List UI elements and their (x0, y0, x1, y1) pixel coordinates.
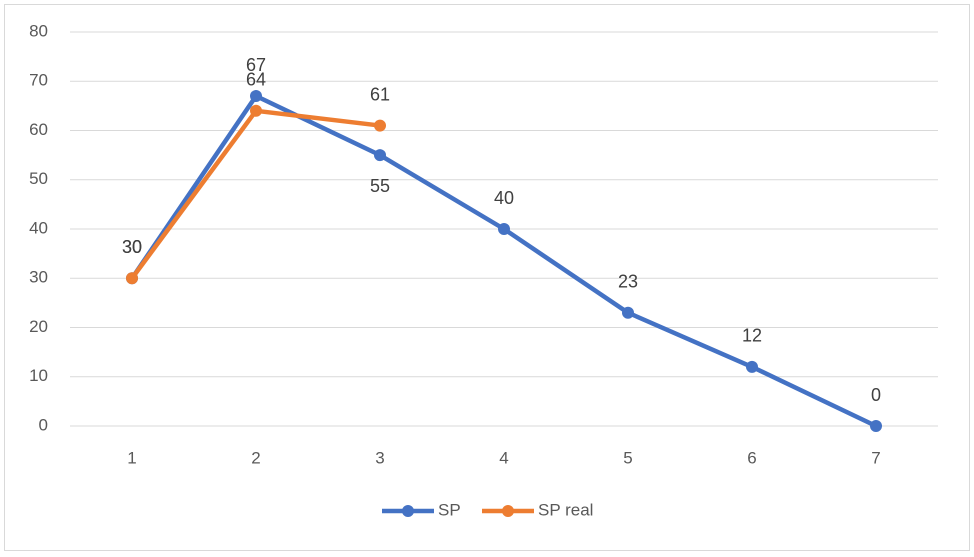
data-label: 64 (246, 70, 266, 90)
data-label: 30 (122, 237, 142, 257)
data-label: 67 (246, 55, 266, 75)
y-tick-label: 30 (29, 268, 48, 287)
data-point (374, 149, 386, 162)
data-label: 0 (871, 385, 881, 405)
data-point (374, 119, 386, 132)
data-point (126, 272, 138, 285)
data-point (622, 306, 634, 319)
data-label: 23 (618, 271, 638, 291)
y-tick-label: 10 (29, 366, 48, 385)
data-label: 30 (122, 237, 142, 257)
legend-label: SP real (538, 500, 593, 519)
legend-marker (502, 505, 514, 517)
data-label: 12 (742, 326, 762, 346)
y-tick-label: 50 (29, 169, 48, 188)
data-label: 55 (370, 176, 390, 196)
data-point (498, 223, 510, 235)
data-point (870, 420, 882, 432)
data-point (250, 104, 262, 117)
x-tick-label: 4 (499, 448, 508, 467)
chart-border (4, 4, 970, 551)
y-tick-label: 0 (39, 415, 48, 434)
x-tick-label: 6 (747, 448, 756, 467)
data-point (746, 360, 758, 373)
y-tick-label: 70 (29, 71, 48, 90)
x-tick-label: 2 (251, 448, 260, 467)
data-point (250, 90, 262, 103)
x-tick-label: 5 (623, 448, 632, 467)
x-tick-label: 7 (871, 448, 880, 467)
y-tick-label: 60 (29, 120, 48, 139)
y-tick-label: 20 (29, 317, 48, 336)
legend-label: SP (438, 500, 461, 519)
y-tick-label: 80 (29, 21, 48, 40)
x-tick-label: 1 (127, 448, 136, 467)
data-label: 40 (494, 188, 514, 208)
data-label: 61 (370, 84, 390, 104)
x-tick-label: 3 (375, 448, 384, 467)
y-tick-label: 40 (29, 218, 48, 237)
legend-marker (402, 505, 414, 517)
